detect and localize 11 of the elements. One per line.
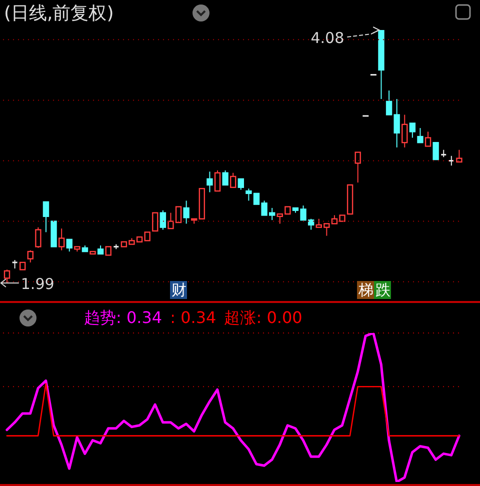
annotation: 财 — [170, 281, 188, 299]
annotation: 梯跌 — [357, 281, 392, 299]
candlestick — [183, 200, 190, 224]
chart-title: (日线,前复权) — [4, 2, 114, 25]
annotation: 4.08 — [310, 29, 344, 47]
candlestick — [402, 114, 408, 148]
annotation: 1.99 — [20, 275, 54, 293]
text: 趋势: 0.34 — [84, 308, 162, 329]
candlestick — [206, 171, 213, 193]
text: : 0.34 — [170, 308, 216, 329]
text: 超涨: 0.00 — [224, 308, 302, 329]
